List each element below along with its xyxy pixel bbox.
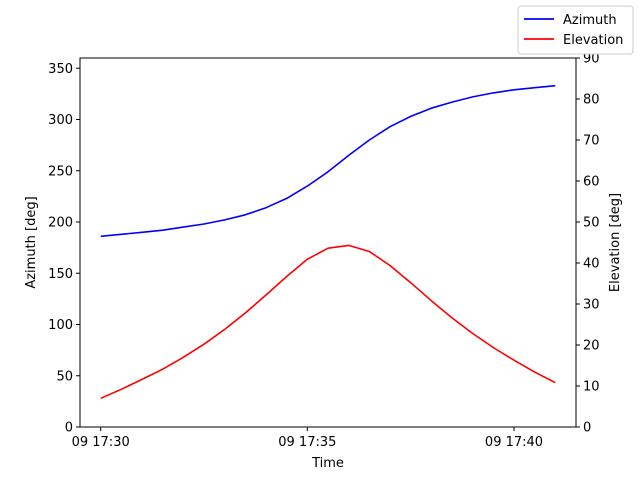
- left-tick-label: 0: [65, 421, 73, 436]
- right-tick-label: 90: [583, 52, 600, 67]
- x-tick-label: 09 17:30: [72, 435, 130, 450]
- series-line-azimuth: [100, 84, 556, 238]
- left-tick-label: 150: [48, 267, 73, 282]
- series-line-elevation: [100, 244, 556, 400]
- right-tick-label: 80: [583, 93, 600, 108]
- left-tick-label: 300: [48, 113, 73, 128]
- axes-frame: [79, 57, 577, 428]
- x-axis: 09 17:30 09 17:35 09 17:40: [72, 427, 543, 450]
- legend-label-azimuth: Azimuth: [563, 13, 617, 28]
- right-axis: 0 10 20 30 40 50 60 70 80 90: [576, 52, 600, 436]
- left-tick-label: 100: [48, 318, 73, 333]
- left-y-axis-label: Azimuth [deg]: [24, 196, 39, 288]
- right-tick-label: 20: [583, 339, 600, 354]
- right-tick-label: 30: [583, 298, 600, 313]
- plot-lines: [100, 84, 556, 400]
- right-tick-label: 10: [583, 380, 600, 395]
- right-y-axis-label: Elevation [deg]: [608, 193, 623, 292]
- right-tick-label: 0: [583, 421, 591, 436]
- left-tick-label: 350: [48, 62, 73, 77]
- legend-label-elevation: Elevation: [563, 33, 623, 48]
- right-tick-label: 60: [583, 175, 600, 190]
- right-tick-label: 50: [583, 216, 600, 231]
- right-tick-label: 70: [583, 134, 600, 149]
- left-axis: 0 50 100 150 200 250 300 350: [48, 62, 80, 436]
- left-tick-label: 250: [48, 164, 73, 179]
- x-axis-label: Time: [311, 456, 344, 471]
- legend-box: [517, 5, 634, 55]
- left-tick-label: 200: [48, 216, 73, 231]
- x-tick-label: 09 17:35: [278, 435, 336, 450]
- right-tick-label: 40: [583, 257, 600, 272]
- left-tick-label: 50: [56, 369, 73, 384]
- legend: Azimuth Elevation: [517, 5, 634, 55]
- x-tick-label: 09 17:40: [485, 435, 543, 450]
